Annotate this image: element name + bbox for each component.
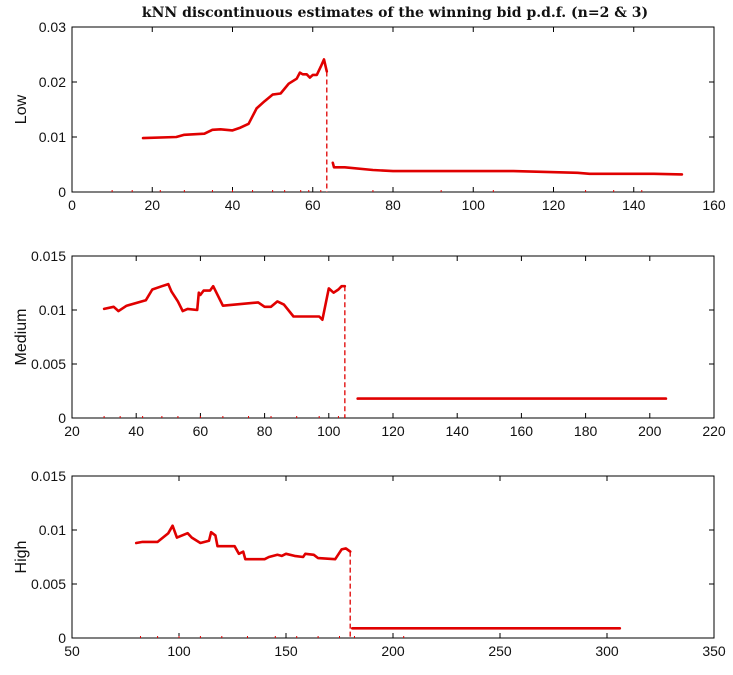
axes-box	[71, 475, 715, 639]
x-tick-label: 200	[638, 423, 662, 439]
x-tick-label: 150	[274, 643, 298, 659]
y-tick-label: 0.015	[31, 468, 66, 484]
y-tick-label: 0.005	[31, 356, 66, 372]
y-tick-label: 0.01	[39, 129, 66, 145]
x-tick-label: 40	[225, 197, 241, 213]
x-tick-label: 0	[68, 197, 76, 213]
x-tick-label: 220	[702, 423, 726, 439]
x-tick-label: 20	[64, 423, 80, 439]
axes-box	[71, 255, 715, 419]
density-line-left	[102, 282, 347, 321]
y-tick-label: 0.015	[31, 248, 66, 264]
x-tick-label: 350	[702, 643, 726, 659]
y-tick-label: 0.005	[31, 576, 66, 592]
y-tick-label: 0.03	[39, 19, 66, 35]
panel-medium: 20 40 60 80 100 120 140 160 180 200 220 0 0.005 0.01 0…	[13, 248, 726, 439]
panel-low: 0 20 40 60 80 100 120 140 160 0 0.01 0.02 0.03 Low	[13, 19, 726, 213]
density-line-left	[134, 524, 352, 561]
x-tick-label: 60	[305, 197, 321, 213]
x-tick-label: 50	[64, 643, 80, 659]
y-tick-label: 0	[58, 410, 66, 426]
y-tick-label: 0.01	[39, 302, 66, 318]
figure-title: kNN discontinuous estimates of the winni…	[142, 5, 648, 21]
x-tick-label: 250	[488, 643, 512, 659]
axes-box	[71, 26, 715, 193]
density-line-left	[141, 58, 329, 140]
x-tick-label: 300	[595, 643, 619, 659]
y-axis-label: Medium	[13, 309, 30, 366]
x-tick-label: 100	[167, 643, 191, 659]
x-tick-label: 60	[193, 423, 209, 439]
x-tick-label: 80	[385, 197, 401, 213]
x-tick-label: 100	[462, 197, 486, 213]
x-tick-label: 140	[446, 423, 470, 439]
x-tick-label: 180	[574, 423, 598, 439]
x-tick-label: 160	[702, 197, 726, 213]
y-axis-label: Low	[13, 94, 30, 124]
y-axis-label: High	[13, 541, 30, 574]
x-tick-label: 40	[128, 423, 144, 439]
x-tick-label: 140	[622, 197, 646, 213]
density-line-right	[331, 161, 684, 176]
panel-high: 50 100 150 200 250 300 350 0 0.005 0.01 0.015 High	[13, 468, 726, 659]
x-tick-label: 80	[257, 423, 273, 439]
y-tick-label: 0	[58, 184, 66, 200]
y-tick-label: 0.02	[39, 74, 66, 90]
x-tick-label: 100	[317, 423, 341, 439]
x-tick-label: 20	[144, 197, 160, 213]
x-tick-label: 120	[542, 197, 566, 213]
x-tick-label: 120	[381, 423, 405, 439]
y-tick-label: 0	[58, 630, 66, 646]
y-tick-label: 0.01	[39, 522, 66, 538]
x-tick-label: 200	[381, 643, 405, 659]
x-tick-label: 160	[510, 423, 534, 439]
